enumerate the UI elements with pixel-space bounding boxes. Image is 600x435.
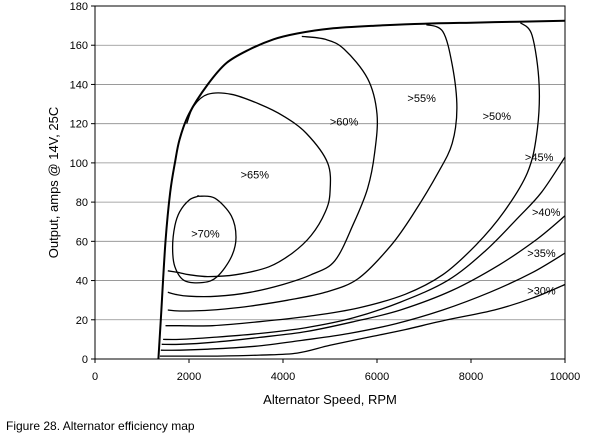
y-tick-label: 80 [76, 197, 88, 209]
efficiency-label-60: >60% [330, 117, 359, 129]
y-tick-label: 100 [70, 158, 88, 170]
efficiency-contour-70 [171, 195, 237, 284]
y-tick-label: 160 [70, 40, 88, 52]
x-tick-label: 4000 [271, 371, 295, 383]
plot-frame [94, 5, 566, 360]
y-tick-label: 60 [76, 236, 88, 248]
efficiency-label-35: >35% [527, 248, 556, 260]
efficiency-contour-40 [161, 215, 566, 346]
efficiency-label-65: >65% [241, 170, 270, 182]
x-tick-label: 0 [92, 371, 98, 383]
efficiency-contour-30 [159, 283, 566, 357]
efficiency-contour-55 [167, 23, 458, 312]
tick-labels: 0 20 40 60 80 100 120 140 160 180 0 2000 4000 6000 800… [70, 1, 581, 383]
y-tick-label: 180 [70, 1, 88, 13]
efficiency-contour-50 [165, 22, 541, 327]
y-tick-label: 120 [70, 119, 88, 131]
efficiency-label-50: >50% [483, 111, 512, 123]
efficiency-label-40: >40% [532, 207, 561, 219]
x-tick-label: 2000 [177, 371, 201, 383]
efficiency-label-55: >55% [407, 93, 436, 105]
efficiency-map-chart: 0 20 40 60 80 100 120 140 160 180 0 2000 4000 6000 800… [46, 1, 581, 407]
figure-caption: Figure 28. Alternator efficiency map [6, 419, 195, 433]
x-tick-label: 6000 [365, 371, 389, 383]
efficiency-label-30: >30% [527, 285, 556, 297]
y-tick-label: 140 [70, 79, 88, 91]
efficiency-labels: >70% >65% >60% >55% >50% >45% >40% >35% >30% [191, 93, 560, 297]
efficiency-contour-65 [167, 92, 332, 278]
y-axis-title: Output, amps @ 14V, 25C [46, 107, 61, 258]
efficiency-contour-35 [160, 252, 566, 351]
efficiency-curves [157, 19, 566, 360]
efficiency-label-70: >70% [191, 228, 220, 240]
efficiency-contour-60 [167, 35, 379, 298]
x-tick-label: 10000 [550, 371, 581, 383]
y-tick-label: 40 [76, 276, 88, 288]
x-tick-label: 8000 [459, 371, 483, 383]
efficiency-label-45: >45% [525, 152, 554, 164]
x-axis-title: Alternator Speed, RPM [263, 392, 397, 407]
max-output-envelope [157, 19, 566, 360]
y-tick-label: 20 [76, 315, 88, 327]
y-tick-label: 0 [82, 354, 88, 366]
efficiency-contour-45 [163, 156, 566, 341]
